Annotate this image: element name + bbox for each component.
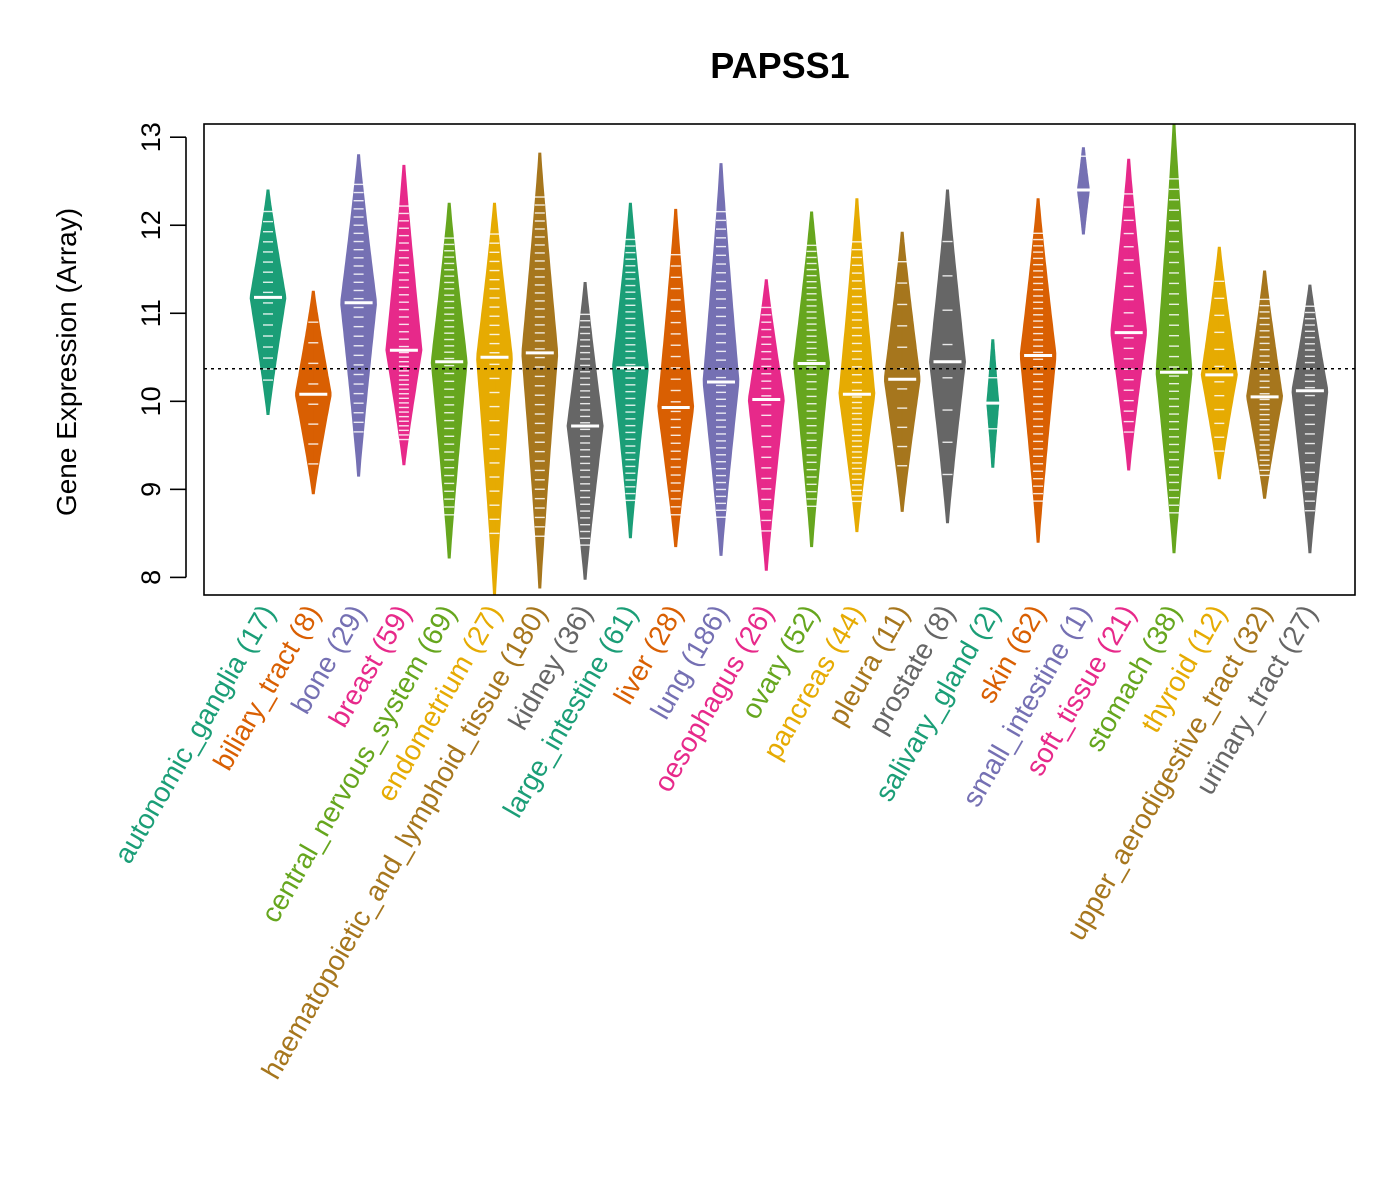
y-tick-label: 8 [136, 570, 166, 585]
plot-frame [203, 123, 1356, 596]
y-tick-label: 13 [136, 122, 166, 152]
violin-group [249, 123, 1329, 596]
y-axis: 8 9 10 11 12 13 [136, 122, 187, 585]
y-tick-label: 10 [136, 386, 166, 416]
y-tick-label: 12 [136, 210, 166, 240]
chart-title: PAPSS1 [710, 45, 849, 86]
y-tick-label: 11 [136, 299, 166, 327]
category-labels: autonomic_ganglia (17)biliary_tract (8)b… [108, 600, 1323, 1085]
y-tick-label: 9 [136, 482, 166, 497]
y-axis-label: Gene Expression (Array) [51, 208, 82, 516]
